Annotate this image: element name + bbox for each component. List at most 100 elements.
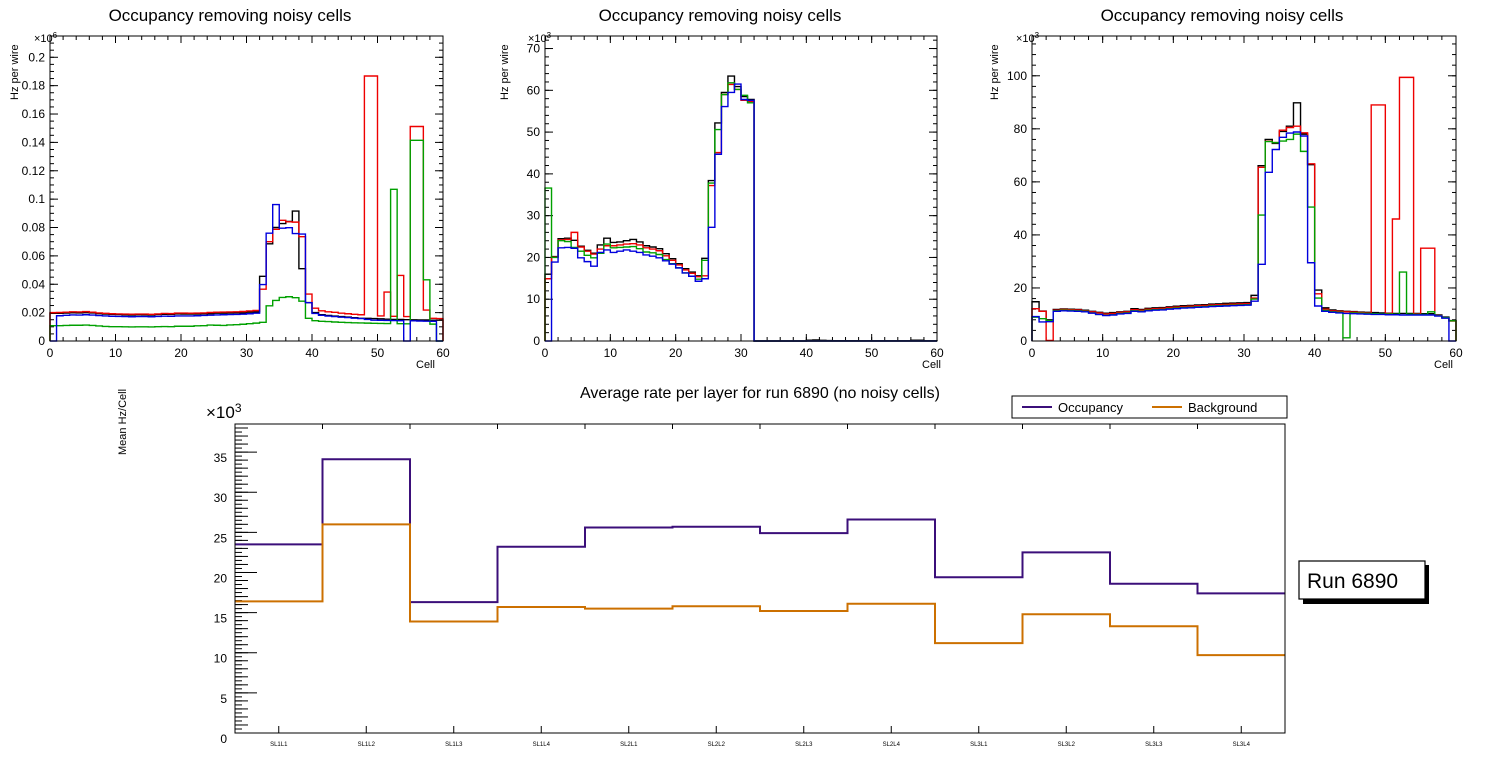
panel-3-x-axis-label: Cell — [1434, 359, 1453, 371]
svg-text:0.1: 0.1 — [28, 192, 45, 206]
bottom-x-tick-label: SL3L3 — [1145, 742, 1163, 748]
bottom-x-tick-label: SL2L4 — [883, 742, 901, 748]
series-blue — [50, 203, 443, 342]
bottom-panel-title: Average rate per layer for run 6890 (no … — [580, 385, 940, 402]
svg-text:60: 60 — [436, 346, 450, 360]
legend-label-occupancy: Occupancy — [1058, 400, 1124, 415]
bottom-x-tick-label: SL3L1 — [970, 742, 988, 748]
svg-text:10: 10 — [1096, 346, 1110, 360]
svg-text:10: 10 — [604, 346, 618, 360]
svg-text:10: 10 — [527, 292, 541, 306]
legend-label-background: Background — [1188, 400, 1257, 415]
bottom-panel-y-axis-label: Mean Hz/Cell — [117, 389, 129, 455]
bottom-x-tick-label: SL1L2 — [358, 742, 376, 748]
svg-text:50: 50 — [527, 125, 541, 139]
bottom-x-tick-label: SL1L4 — [533, 742, 551, 748]
svg-text:40: 40 — [1308, 346, 1322, 360]
svg-text:0.18: 0.18 — [22, 79, 46, 93]
run-number-box[interactable]: Run 6890 — [1298, 560, 1429, 604]
svg-text:0.02: 0.02 — [22, 306, 46, 320]
svg-text:0: 0 — [533, 334, 540, 348]
bottom-x-tick-label: SL2L2 — [708, 742, 726, 748]
panel-1-x-axis-label: Cell — [416, 359, 435, 371]
series-black — [49, 210, 444, 341]
svg-text:60: 60 — [1014, 175, 1028, 189]
bottom-x-tick-label: SL1L1 — [270, 742, 288, 748]
bottom-x-tick-label: SL1L3 — [445, 742, 463, 748]
svg-text:50: 50 — [1379, 346, 1393, 360]
bottom-y-tick: 15 — [214, 612, 228, 626]
panel-1: Occupancy removing noisy cells Hz per wi… — [9, 6, 450, 371]
svg-text:100: 100 — [1007, 69, 1027, 83]
svg-text:0.2: 0.2 — [28, 50, 45, 64]
bottom-x-tick-label: SL3L2 — [1058, 742, 1076, 748]
bottom-series-background — [235, 523, 1285, 657]
bottom-y-tick: 20 — [214, 571, 228, 585]
bottom-plot-area: 0 5 10 15 20 25 30 35 SL1L1 SL1L2 SL1L3 SL1L4 SL2L1 S… — [214, 423, 1286, 748]
svg-text:20: 20 — [1167, 346, 1181, 360]
svg-text:70: 70 — [527, 42, 541, 56]
svg-text:40: 40 — [527, 167, 541, 181]
bottom-x-tick-label: SL3L4 — [1233, 742, 1251, 748]
svg-text:0.14: 0.14 — [22, 135, 46, 149]
svg-text:0: 0 — [38, 334, 45, 348]
svg-text:60: 60 — [1449, 346, 1463, 360]
svg-text:40: 40 — [800, 346, 814, 360]
series-red — [49, 75, 444, 341]
series-red — [1031, 76, 1457, 342]
panel-3: Occupancy removing noisy cells Hz per wi… — [989, 6, 1463, 371]
svg-text:0: 0 — [1020, 334, 1027, 348]
svg-text:0: 0 — [47, 346, 54, 360]
bottom-x-tick-label: SL2L1 — [620, 742, 638, 748]
panel-2-y-axis-label: Hz per wire — [499, 44, 511, 100]
svg-text:20: 20 — [669, 346, 683, 360]
run-box-shadow — [1303, 599, 1429, 604]
svg-text:80: 80 — [1014, 122, 1028, 136]
svg-text:30: 30 — [1237, 346, 1251, 360]
series-green — [49, 139, 443, 342]
bottom-x-tick-label: SL2L3 — [795, 742, 813, 748]
bottom-panel: Average rate per layer for run 6890 (no … — [117, 385, 1429, 748]
panel-2-title: Occupancy removing noisy cells — [599, 6, 842, 25]
svg-text:50: 50 — [371, 346, 385, 360]
svg-text:30: 30 — [527, 209, 541, 223]
svg-text:0.04: 0.04 — [22, 277, 46, 291]
run-box-label: Run 6890 — [1307, 570, 1398, 593]
panel-3-y-axis-label: Hz per wire — [989, 44, 1001, 100]
svg-text:0.08: 0.08 — [22, 221, 46, 235]
series-blue — [1031, 131, 1456, 342]
bottom-legend[interactable]: Occupancy Background — [1011, 395, 1288, 419]
panel-3-title: Occupancy removing noisy cells — [1101, 6, 1344, 25]
bottom-y-tick: 25 — [214, 531, 228, 545]
bottom-panel-y-exponent: ×103 — [206, 401, 242, 422]
legend-box — [1011, 395, 1288, 419]
svg-text:50: 50 — [865, 346, 879, 360]
svg-text:60: 60 — [930, 346, 944, 360]
svg-text:0: 0 — [1029, 346, 1036, 360]
bottom-y-tick: 10 — [214, 652, 228, 666]
svg-text:30: 30 — [734, 346, 748, 360]
panel-1-title: Occupancy removing noisy cells — [109, 6, 352, 25]
svg-text:20: 20 — [174, 346, 188, 360]
svg-text:20: 20 — [1014, 281, 1028, 295]
svg-text:40: 40 — [1014, 228, 1028, 242]
bottom-y-tick: 35 — [214, 451, 228, 465]
svg-text:60: 60 — [527, 83, 541, 97]
panel-3-plot-area: 0 10 20 30 40 50 60 0 20 40 60 80 100 — [1007, 35, 1463, 360]
svg-text:0.16: 0.16 — [22, 107, 46, 121]
panel-2-x-axis-label: Cell — [922, 359, 941, 371]
svg-text:30: 30 — [240, 346, 254, 360]
panel-2-plot-area: 0 10 20 30 40 50 60 0 10 20 30 40 50 60 70 — [527, 35, 944, 360]
bottom-y-tick: 0 — [220, 732, 227, 746]
panel-1-plot-area: 0 10 20 30 40 50 60 0 0.02 0.04 0.06 0.08 0.1 0.12 0.1… — [22, 35, 450, 360]
svg-text:0.06: 0.06 — [22, 249, 46, 263]
svg-text:20: 20 — [527, 250, 541, 264]
panel-1-y-axis-label: Hz per wire — [9, 44, 21, 100]
svg-text:0: 0 — [542, 346, 549, 360]
run-box-shadow-side — [1425, 565, 1429, 603]
svg-text:10: 10 — [109, 346, 123, 360]
bottom-y-tick: 5 — [220, 692, 227, 706]
